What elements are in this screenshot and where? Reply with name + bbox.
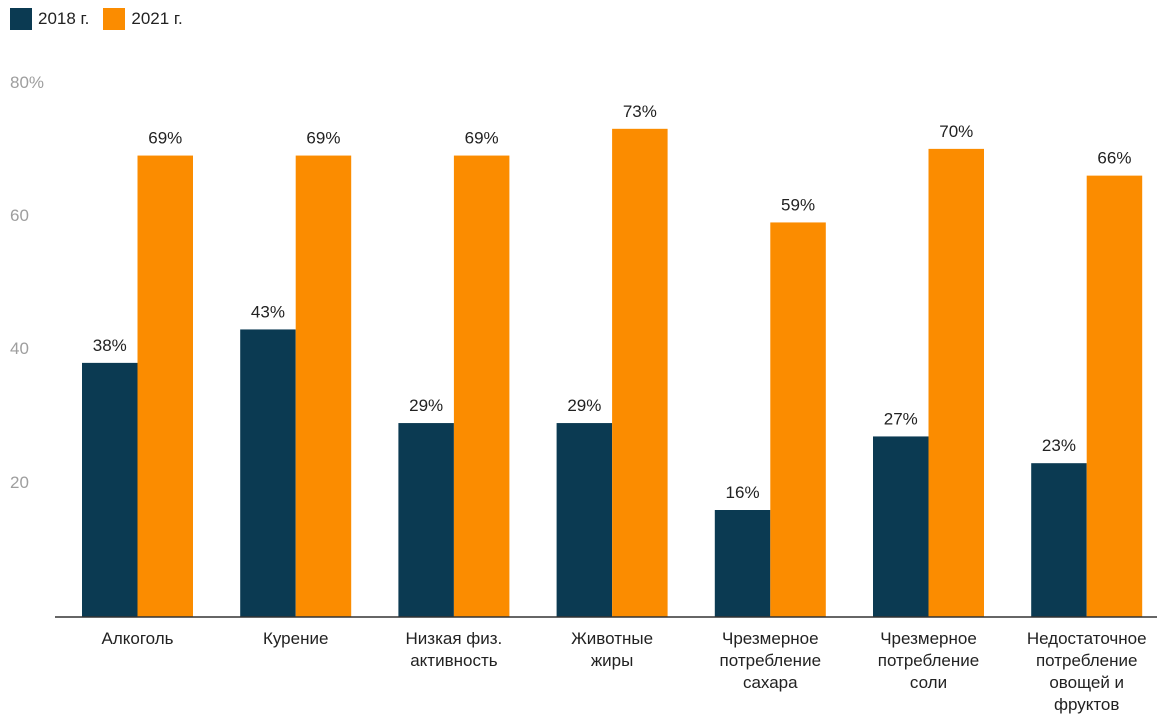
bar-2018 — [1031, 463, 1087, 617]
data-label: 69% — [148, 129, 182, 148]
data-label: 43% — [251, 302, 285, 321]
bar-2021 — [295, 155, 352, 617]
bar-2021 — [770, 222, 826, 617]
y-tick-label: 80% — [10, 73, 44, 92]
legend-swatch-2021 — [103, 8, 126, 30]
bar-2018 — [82, 362, 138, 617]
data-label: 27% — [884, 409, 918, 428]
data-label: 38% — [93, 336, 127, 355]
bars-group — [82, 128, 1143, 617]
bar-2021 — [137, 155, 193, 617]
y-tick-label: 40 — [10, 339, 29, 358]
legend: 2018 г. 2021 г. — [10, 8, 197, 30]
data-label: 73% — [623, 102, 657, 121]
y-axis-ticks: 20 40 60 80% — [10, 73, 44, 492]
bar-2021 — [612, 128, 668, 617]
category-label: Животные жиры — [571, 629, 653, 670]
legend-label-2018: 2018 г. — [38, 9, 90, 28]
y-tick-label: 20 — [10, 473, 29, 492]
legend-swatch-2018 — [10, 8, 32, 30]
bar-2018 — [240, 329, 296, 617]
category-label: Курение — [263, 629, 328, 648]
category-labels-group: Алкоголь Курение Низкая физ. активность Живо… — [101, 629, 1146, 714]
bar-2021 — [453, 155, 510, 617]
data-label: 23% — [1042, 436, 1076, 455]
category-label: Чрезмерное потребление соли — [878, 629, 979, 692]
category-label: Алкоголь — [101, 629, 173, 648]
legend-item-2021: 2021 г. — [103, 8, 183, 30]
bar-2018 — [398, 423, 454, 617]
data-label: 29% — [567, 396, 601, 415]
data-labels-group: 38% 69% 43% 69% 29% 69% 29% 73% 16% 59% 27% 70% 23% 6… — [93, 102, 1132, 502]
legend-label-2021: 2021 г. — [131, 9, 183, 28]
category-label: Недостаточное потребление овощей и фруктов — [1027, 629, 1147, 714]
legend-item-2018: 2018 г. — [10, 8, 89, 30]
category-label: Низкая физ. активность — [406, 629, 503, 670]
y-tick-label: 60 — [10, 206, 29, 225]
bar-2018 — [873, 436, 929, 617]
bar-2018 — [714, 510, 771, 617]
bar-2021 — [1086, 175, 1143, 617]
data-label: 16% — [726, 483, 760, 502]
data-label: 29% — [409, 396, 443, 415]
category-label: Чрезмерное потребление сахара — [720, 629, 821, 692]
data-label: 66% — [1097, 149, 1131, 168]
data-label: 69% — [465, 129, 499, 148]
data-label: 70% — [939, 122, 973, 141]
bar-2021 — [928, 148, 984, 617]
data-label: 59% — [781, 195, 815, 214]
bar-2018 — [556, 423, 613, 617]
data-label: 69% — [306, 129, 340, 148]
